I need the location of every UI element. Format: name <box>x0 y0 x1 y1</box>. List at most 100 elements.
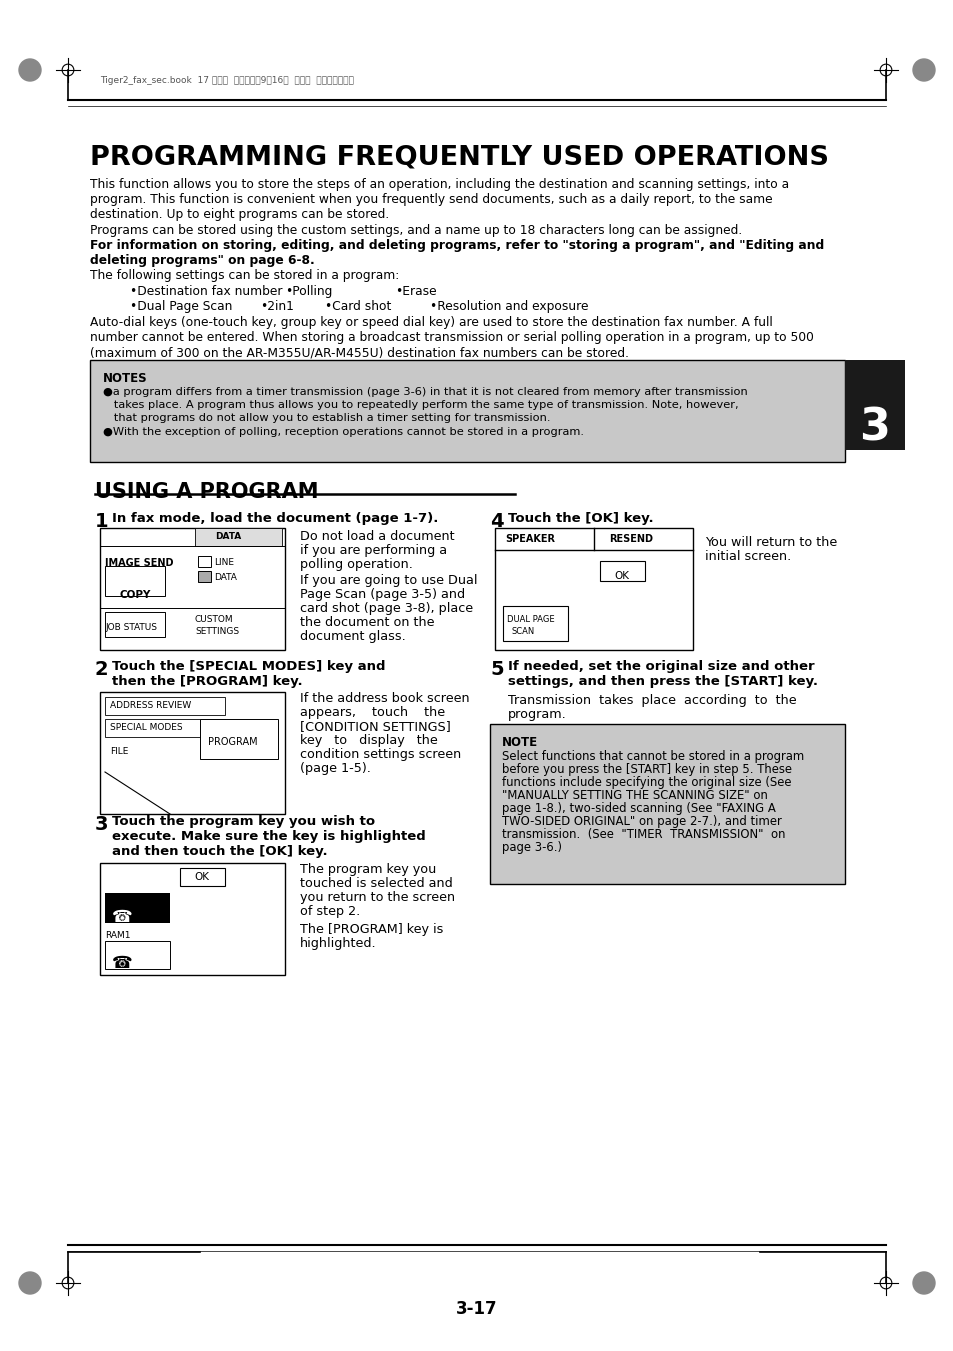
Text: Touch the [SPECIAL MODES] key and: Touch the [SPECIAL MODES] key and <box>112 661 385 673</box>
Text: settings, and then press the [START] key.: settings, and then press the [START] key… <box>507 676 817 688</box>
FancyBboxPatch shape <box>105 739 185 759</box>
Text: takes place. A program thus allows you to repeatedly perform the same type of tr: takes place. A program thus allows you t… <box>103 400 738 409</box>
Text: NOTES: NOTES <box>103 372 148 385</box>
Text: touched is selected and: touched is selected and <box>299 877 453 890</box>
Text: execute. Make sure the key is highlighted: execute. Make sure the key is highlighte… <box>112 830 425 843</box>
Text: SPECIAL MODES: SPECIAL MODES <box>110 723 182 732</box>
Text: initial screen.: initial screen. <box>704 550 790 563</box>
Text: 4: 4 <box>490 512 503 531</box>
Text: •2in1: •2in1 <box>260 300 294 313</box>
Text: functions include specifying the original size (See: functions include specifying the origina… <box>501 775 791 789</box>
FancyBboxPatch shape <box>490 724 844 884</box>
Text: 3: 3 <box>95 815 109 834</box>
Text: the document on the: the document on the <box>299 616 434 630</box>
Text: Auto-dial keys (one-touch key, group key or speed dial key) are used to store th: Auto-dial keys (one-touch key, group key… <box>90 316 772 330</box>
FancyBboxPatch shape <box>105 893 170 923</box>
Text: [CONDITION SETTINGS]: [CONDITION SETTINGS] <box>299 720 450 734</box>
Text: If needed, set the original size and other: If needed, set the original size and oth… <box>507 661 814 673</box>
Text: page 3-6.): page 3-6.) <box>501 842 561 854</box>
Text: (maximum of 300 on the AR-M355U/AR-M455U) destination fax numbers can be stored.: (maximum of 300 on the AR-M355U/AR-M455U… <box>90 346 628 359</box>
Text: appears,    touch    the: appears, touch the <box>299 707 445 719</box>
Text: "MANUALLY SETTING THE SCANNING SIZE" on: "MANUALLY SETTING THE SCANNING SIZE" on <box>501 789 767 802</box>
Text: Transmission  takes  place  according  to  the: Transmission takes place according to th… <box>507 694 796 707</box>
Text: •Polling: •Polling <box>285 285 332 299</box>
Text: If you are going to use Dual: If you are going to use Dual <box>299 574 477 586</box>
Text: Select functions that cannot be stored in a program: Select functions that cannot be stored i… <box>501 750 803 763</box>
Text: deleting programs" on page 6-8.: deleting programs" on page 6-8. <box>90 254 314 267</box>
Text: program. This function is convenient when you frequently send documents, such as: program. This function is convenient whe… <box>90 193 772 205</box>
Text: (page 1-5).: (page 1-5). <box>299 762 371 775</box>
Text: transmission.  (See  "TIMER  TRANSMISSION"  on: transmission. (See "TIMER TRANSMISSION" … <box>501 828 784 842</box>
Text: ADDRESS REVIEW: ADDRESS REVIEW <box>110 701 191 711</box>
Text: For information on storing, editing, and deleting programs, refer to "storing a : For information on storing, editing, and… <box>90 239 823 253</box>
Text: SETTINGS: SETTINGS <box>194 627 239 636</box>
Text: Programs can be stored using the custom settings, and a name up to 18 characters: Programs can be stored using the custom … <box>90 224 741 236</box>
Text: ☎: ☎ <box>112 954 132 971</box>
Text: page 1-8.), two-sided scanning (See "FAXING A: page 1-8.), two-sided scanning (See "FAX… <box>501 802 775 815</box>
Text: DUAL PAGE: DUAL PAGE <box>506 615 554 624</box>
Text: polling operation.: polling operation. <box>299 558 413 571</box>
FancyBboxPatch shape <box>198 557 211 567</box>
Text: •Erase: •Erase <box>395 285 436 299</box>
Text: 3-17: 3-17 <box>456 1300 497 1319</box>
Text: 1: 1 <box>95 512 109 531</box>
Text: Do not load a document: Do not load a document <box>299 530 455 543</box>
FancyBboxPatch shape <box>194 528 282 546</box>
Text: Tiger2_fax_sec.book  17 ページ  ２００４年9月16日  木曜日  午前８時５３分: Tiger2_fax_sec.book 17 ページ ２００４年9月16日 木曜… <box>100 76 354 85</box>
FancyBboxPatch shape <box>844 359 904 450</box>
Text: COPY: COPY <box>120 590 152 600</box>
Text: OK: OK <box>194 871 210 882</box>
Circle shape <box>912 59 934 81</box>
Text: program.: program. <box>507 708 566 721</box>
Text: In fax mode, load the document (page 1-7).: In fax mode, load the document (page 1-7… <box>112 512 438 526</box>
Text: RAM1: RAM1 <box>105 931 131 940</box>
FancyBboxPatch shape <box>599 561 644 581</box>
Text: •Dual Page Scan: •Dual Page Scan <box>130 300 233 313</box>
Text: 2: 2 <box>95 661 109 680</box>
FancyBboxPatch shape <box>198 571 211 582</box>
Text: JOB STATUS: JOB STATUS <box>105 623 157 632</box>
Text: •Card shot: •Card shot <box>325 300 391 313</box>
FancyBboxPatch shape <box>200 719 277 759</box>
Circle shape <box>19 59 41 81</box>
Text: SCAN: SCAN <box>512 627 535 636</box>
Text: Touch the [OK] key.: Touch the [OK] key. <box>507 512 653 526</box>
Text: card shot (page 3-8), place: card shot (page 3-8), place <box>299 603 473 615</box>
Text: before you press the [START] key in step 5. These: before you press the [START] key in step… <box>501 763 791 775</box>
Text: USING A PROGRAM: USING A PROGRAM <box>95 482 318 503</box>
FancyBboxPatch shape <box>100 528 285 650</box>
FancyBboxPatch shape <box>495 528 692 650</box>
Text: and then touch the [OK] key.: and then touch the [OK] key. <box>112 844 327 858</box>
Text: PROGRAMMING FREQUENTLY USED OPERATIONS: PROGRAMMING FREQUENTLY USED OPERATIONS <box>90 145 828 172</box>
Text: 3: 3 <box>859 407 889 450</box>
Text: TWO-SIDED ORIGINAL" on page 2-7.), and timer: TWO-SIDED ORIGINAL" on page 2-7.), and t… <box>501 815 781 828</box>
Text: PROGRAM: PROGRAM <box>208 738 257 747</box>
Text: Touch the program key you wish to: Touch the program key you wish to <box>112 815 375 828</box>
Text: that programs do not allow you to establish a timer setting for transmission.: that programs do not allow you to establ… <box>103 413 550 423</box>
FancyBboxPatch shape <box>100 692 285 815</box>
FancyBboxPatch shape <box>105 719 225 738</box>
FancyBboxPatch shape <box>105 612 165 638</box>
Text: Page Scan (page 3-5) and: Page Scan (page 3-5) and <box>299 588 465 601</box>
Text: document glass.: document glass. <box>299 630 405 643</box>
Text: of step 2.: of step 2. <box>299 905 360 917</box>
Text: •Resolution and exposure: •Resolution and exposure <box>430 300 588 313</box>
Circle shape <box>19 1273 41 1294</box>
Text: RESEND: RESEND <box>608 534 652 544</box>
Text: You will return to the: You will return to the <box>704 536 837 549</box>
Text: key   to   display   the: key to display the <box>299 734 437 747</box>
Text: OK: OK <box>614 571 629 581</box>
Text: destination. Up to eight programs can be stored.: destination. Up to eight programs can be… <box>90 208 389 222</box>
Text: ☎: ☎ <box>112 908 132 925</box>
Text: The following settings can be stored in a program:: The following settings can be stored in … <box>90 269 399 282</box>
FancyBboxPatch shape <box>105 566 165 596</box>
FancyBboxPatch shape <box>105 697 225 715</box>
FancyBboxPatch shape <box>100 863 285 975</box>
Text: CUSTOM: CUSTOM <box>194 615 233 624</box>
Text: condition settings screen: condition settings screen <box>299 748 460 761</box>
Text: IMAGE SEND: IMAGE SEND <box>105 558 173 567</box>
Text: NOTE: NOTE <box>501 736 537 748</box>
Text: FILE: FILE <box>110 747 129 757</box>
FancyBboxPatch shape <box>90 359 844 462</box>
Text: SPEAKER: SPEAKER <box>504 534 555 544</box>
